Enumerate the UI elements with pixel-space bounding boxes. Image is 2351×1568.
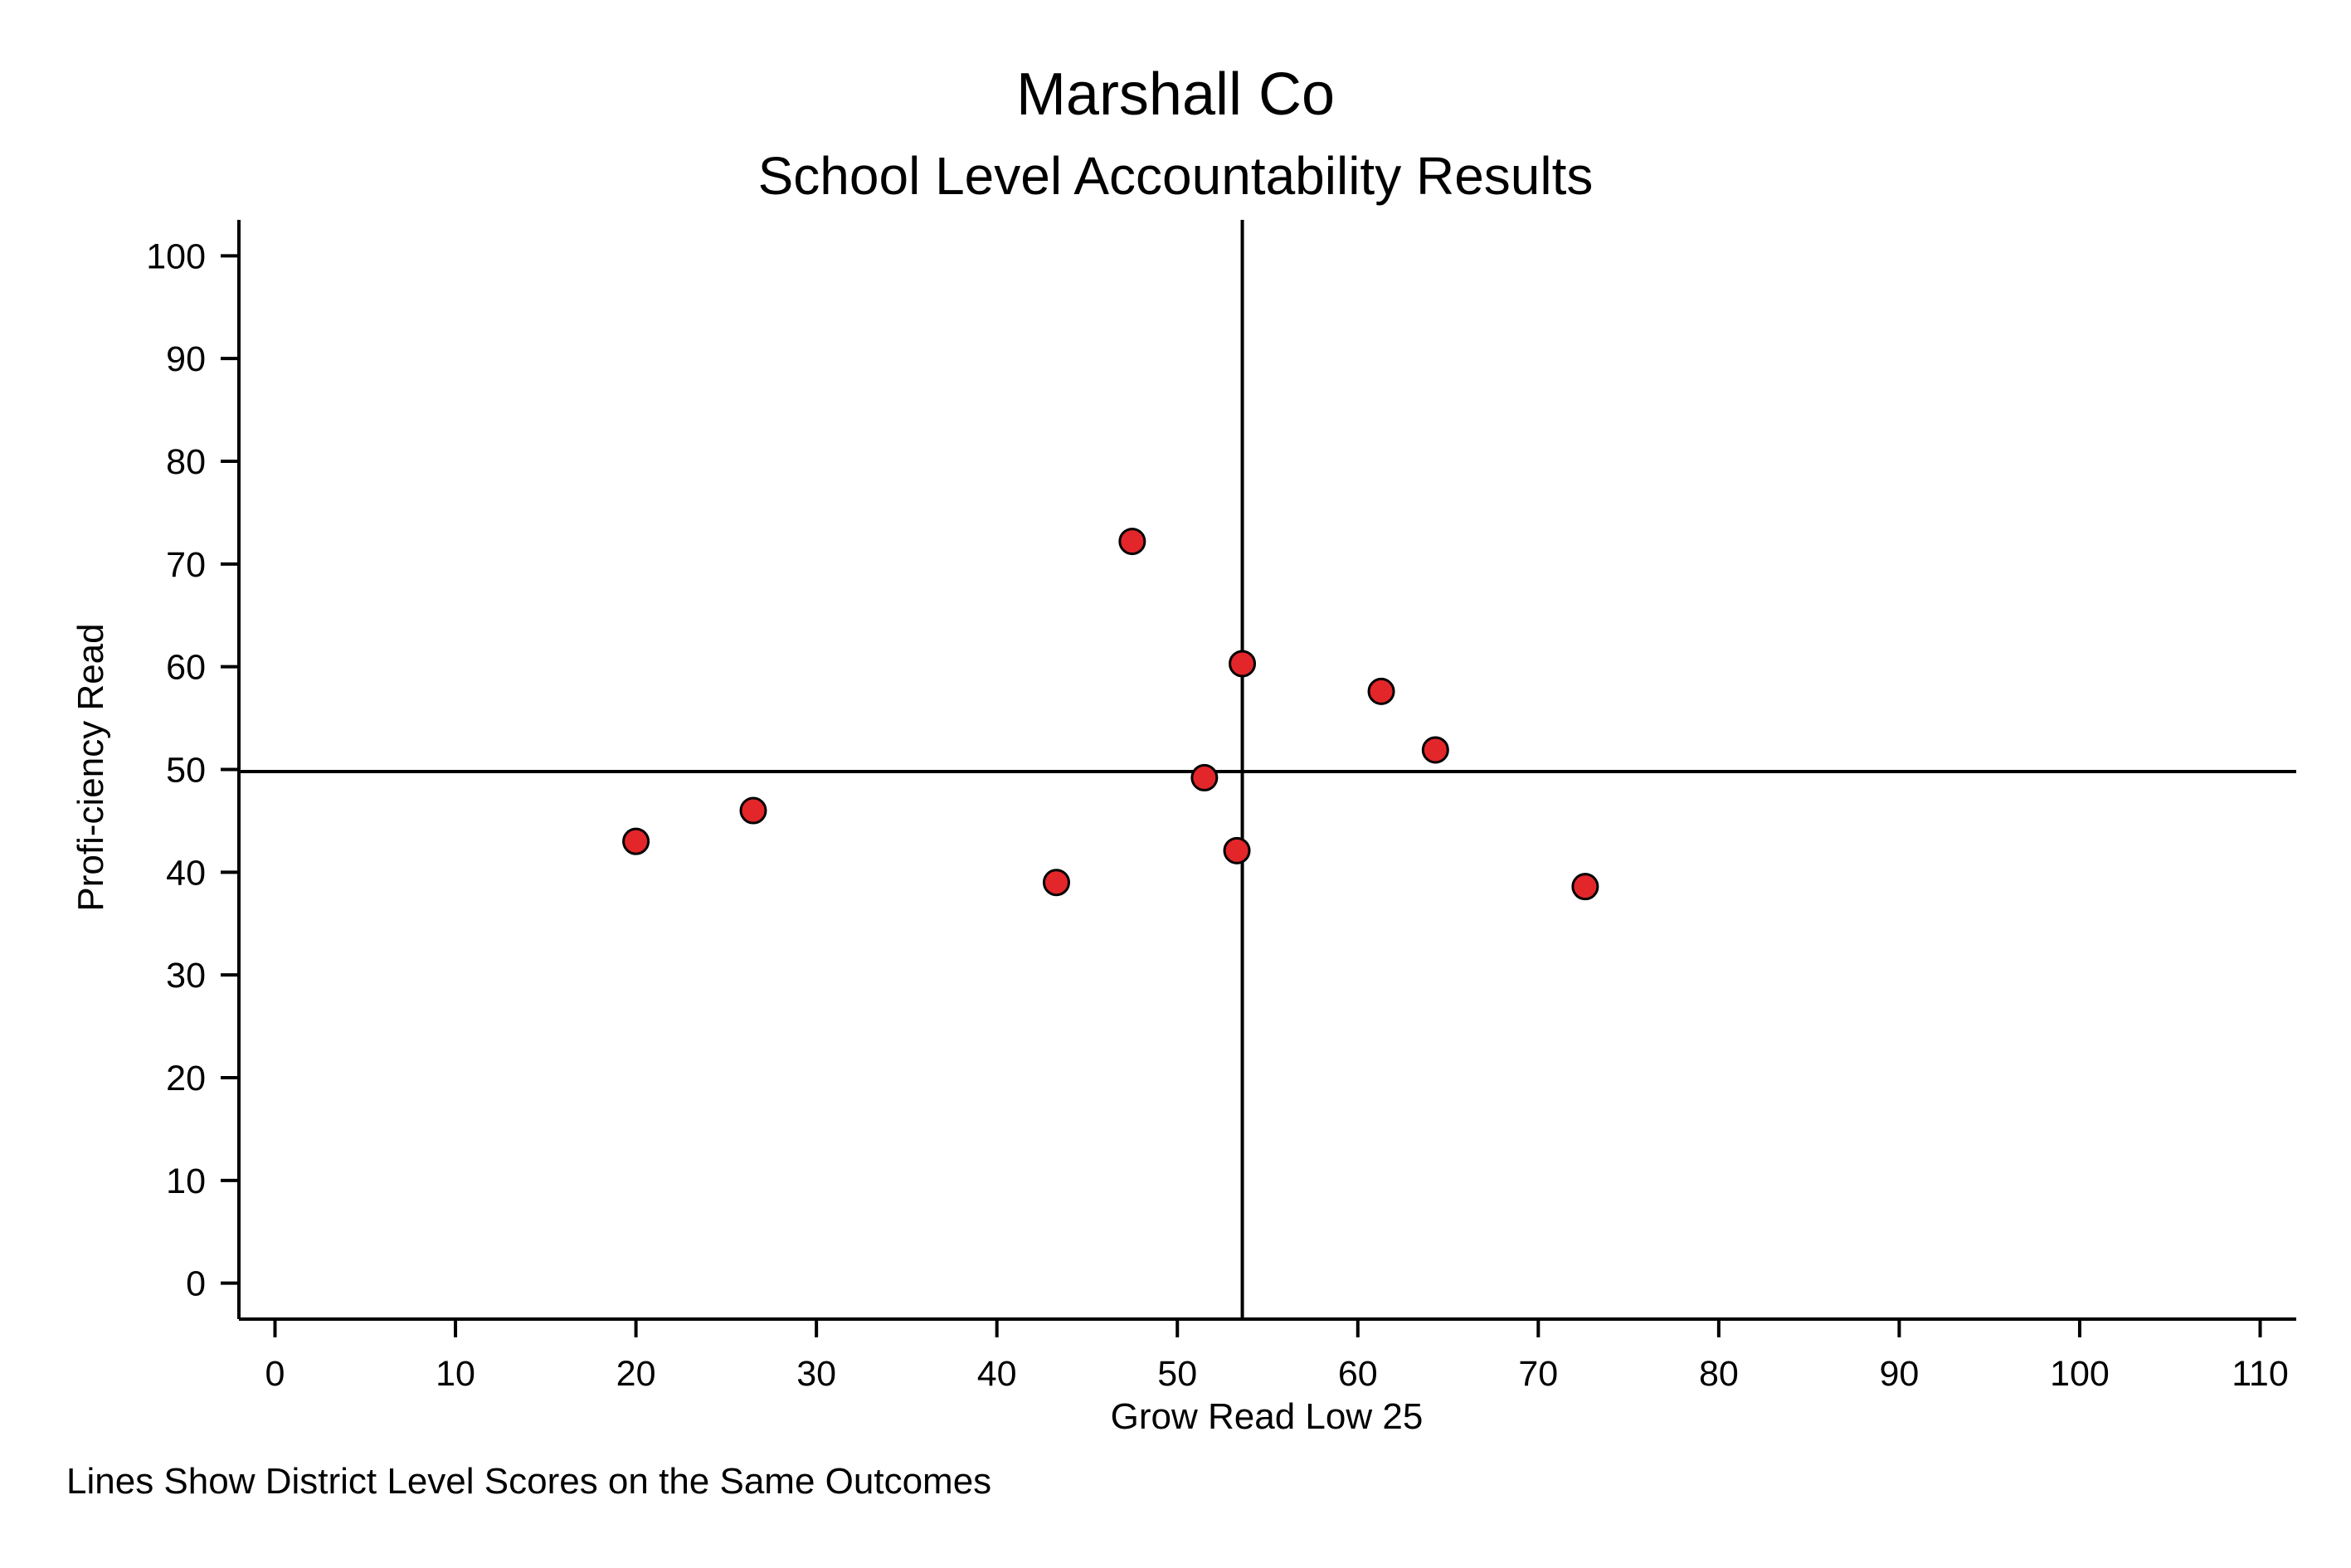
chart-title: Marshall Co (1016, 61, 1335, 128)
y-tick-label: 50 (166, 751, 206, 791)
data-point (622, 827, 650, 855)
x-tick-label: 50 (1157, 1354, 1197, 1394)
data-point (1229, 650, 1257, 678)
y-tick-label: 80 (166, 442, 206, 482)
y-tick-label: 60 (166, 648, 206, 688)
x-tick-label: 0 (265, 1354, 285, 1394)
y-tick-label: 90 (166, 339, 206, 379)
x-tick-label: 20 (616, 1354, 656, 1394)
x-tick-label: 80 (1699, 1354, 1739, 1394)
data-point (1367, 677, 1395, 705)
y-tick-label: 0 (186, 1264, 206, 1304)
x-tick-label: 70 (1518, 1354, 1558, 1394)
x-tick-label: 110 (2232, 1354, 2289, 1394)
data-point (1223, 836, 1251, 864)
data-point (1421, 736, 1449, 764)
x-axis-ticks: 0 10 20 30 40 50 60 70 80 90 100 110 (265, 1319, 2289, 1394)
y-tick-label: 30 (166, 956, 206, 996)
x-tick-label: 40 (977, 1354, 1017, 1394)
chart-subtitle: School Level Accountability Results (758, 146, 1594, 206)
data-point (739, 796, 767, 825)
data-points (622, 528, 1599, 901)
x-tick-label: 30 (796, 1354, 836, 1394)
x-tick-label: 60 (1338, 1354, 1378, 1394)
y-axis-label: Profi-ciency Read (71, 623, 111, 911)
x-axis-label: Grow Read Low 25 (1111, 1396, 1424, 1437)
data-point (1042, 869, 1070, 897)
x-tick-label: 100 (2050, 1354, 2110, 1394)
y-tick-label: 100 (146, 236, 206, 276)
x-tick-label: 90 (1879, 1354, 1919, 1394)
y-tick-label: 20 (166, 1059, 206, 1098)
y-tick-label: 40 (166, 853, 206, 893)
data-point (1571, 873, 1599, 901)
y-axis-ticks: 0 10 20 30 40 50 60 70 80 90 100 (146, 236, 239, 1304)
x-tick-label: 10 (436, 1354, 475, 1394)
y-tick-label: 10 (166, 1161, 206, 1201)
y-tick-label: 70 (166, 545, 206, 585)
footnote: Lines Show District Level Scores on the … (66, 1461, 991, 1502)
data-point (1118, 528, 1146, 556)
data-point (1190, 763, 1219, 791)
